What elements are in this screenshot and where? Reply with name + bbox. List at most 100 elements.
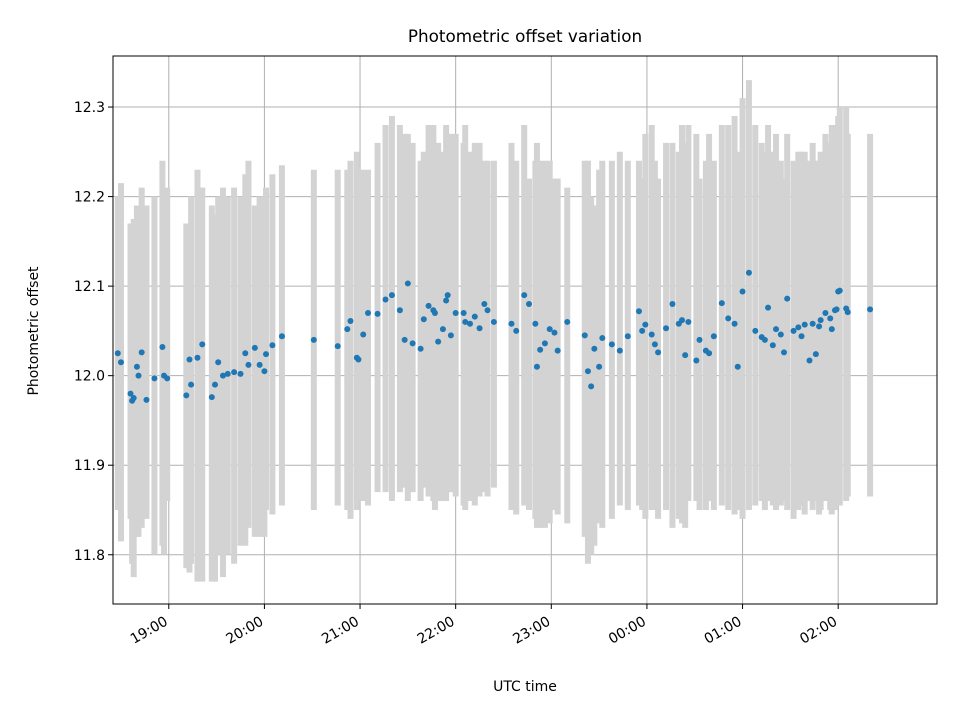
data-point [344, 326, 351, 333]
data-point [682, 352, 689, 359]
data-point [471, 313, 478, 320]
data-point [581, 332, 588, 339]
data-point [215, 359, 222, 366]
data-point [777, 331, 784, 338]
data-point [443, 297, 450, 304]
data-point [425, 302, 432, 309]
data-point [310, 336, 317, 343]
data-point [809, 320, 816, 327]
data-point [360, 331, 367, 338]
data-point [114, 350, 121, 357]
data-point [219, 372, 226, 379]
data-point [639, 327, 646, 334]
data-point [256, 361, 263, 368]
data-point [245, 361, 252, 368]
data-point [521, 292, 528, 299]
data-point [135, 372, 142, 379]
data-point [739, 288, 746, 295]
data-point [564, 318, 571, 325]
data-point [208, 394, 215, 401]
data-point [365, 309, 372, 316]
data-point [194, 354, 201, 361]
data-point [761, 336, 768, 343]
data-point [133, 363, 140, 370]
data-point [584, 368, 591, 375]
y-tick-label: 12.2 [74, 190, 105, 206]
y-axis-label: Photometric offset [26, 266, 42, 396]
data-point [731, 320, 738, 327]
data-point [117, 359, 124, 366]
data-point [827, 315, 834, 322]
data-point [127, 390, 134, 397]
data-point [696, 336, 703, 343]
data-point [752, 327, 759, 334]
data-point [867, 306, 874, 313]
data-point [693, 357, 700, 364]
data-point [669, 301, 676, 308]
data-point [780, 349, 787, 356]
data-point [396, 307, 403, 314]
data-point [188, 381, 195, 388]
data-point [261, 368, 268, 375]
data-point [844, 309, 851, 316]
data-point [467, 320, 474, 327]
data-point [599, 335, 606, 342]
data-point [143, 396, 150, 403]
data-point [769, 342, 776, 349]
data-point [420, 316, 427, 323]
data-point [417, 345, 424, 352]
data-point [452, 309, 459, 316]
y-tick-label: 11.9 [74, 458, 105, 474]
y-tick-label: 11.8 [74, 548, 105, 564]
data-point [199, 341, 206, 348]
data-point [382, 296, 389, 303]
data-point [481, 301, 488, 308]
data-point [431, 309, 438, 316]
data-point [541, 340, 548, 347]
data-point [462, 318, 469, 325]
data-point [404, 280, 411, 287]
data-point [816, 323, 823, 330]
data-point [706, 350, 713, 357]
data-point [608, 341, 615, 348]
data-point [833, 306, 840, 313]
data-point [532, 320, 539, 327]
data-point [224, 370, 231, 377]
data-point [490, 318, 497, 325]
data-point [138, 349, 145, 356]
data-point [725, 315, 732, 322]
data-point [624, 333, 631, 340]
data-point [817, 317, 824, 324]
data-point [734, 363, 741, 370]
y-tick-label: 12.3 [74, 100, 105, 116]
data-point [554, 347, 561, 354]
data-point [616, 347, 623, 354]
data-point [409, 340, 416, 347]
data-point [591, 345, 598, 352]
data-point [801, 321, 808, 328]
data-point [765, 304, 772, 311]
data-point [251, 344, 258, 351]
data-point [648, 331, 655, 338]
data-point [533, 363, 540, 370]
y-axis-ticks: 11.8 11.9 12.0 12.1 12.2 12.3 [74, 100, 113, 564]
data-point [806, 357, 813, 364]
data-point [678, 317, 685, 324]
data-point [655, 349, 662, 356]
data-point [334, 343, 341, 350]
data-point [347, 318, 354, 325]
data-point [444, 292, 451, 299]
data-point [836, 287, 843, 294]
data-point [798, 333, 805, 340]
data-point [231, 369, 238, 376]
data-point [151, 375, 158, 382]
x-axis-label: UTC time [493, 679, 557, 695]
data-point [212, 381, 219, 388]
y-tick-label: 12.0 [74, 369, 105, 385]
data-point [710, 333, 717, 340]
data-point [784, 295, 791, 302]
y-tick-label: 12.1 [74, 279, 105, 295]
data-point [546, 326, 553, 333]
data-point [186, 356, 193, 363]
